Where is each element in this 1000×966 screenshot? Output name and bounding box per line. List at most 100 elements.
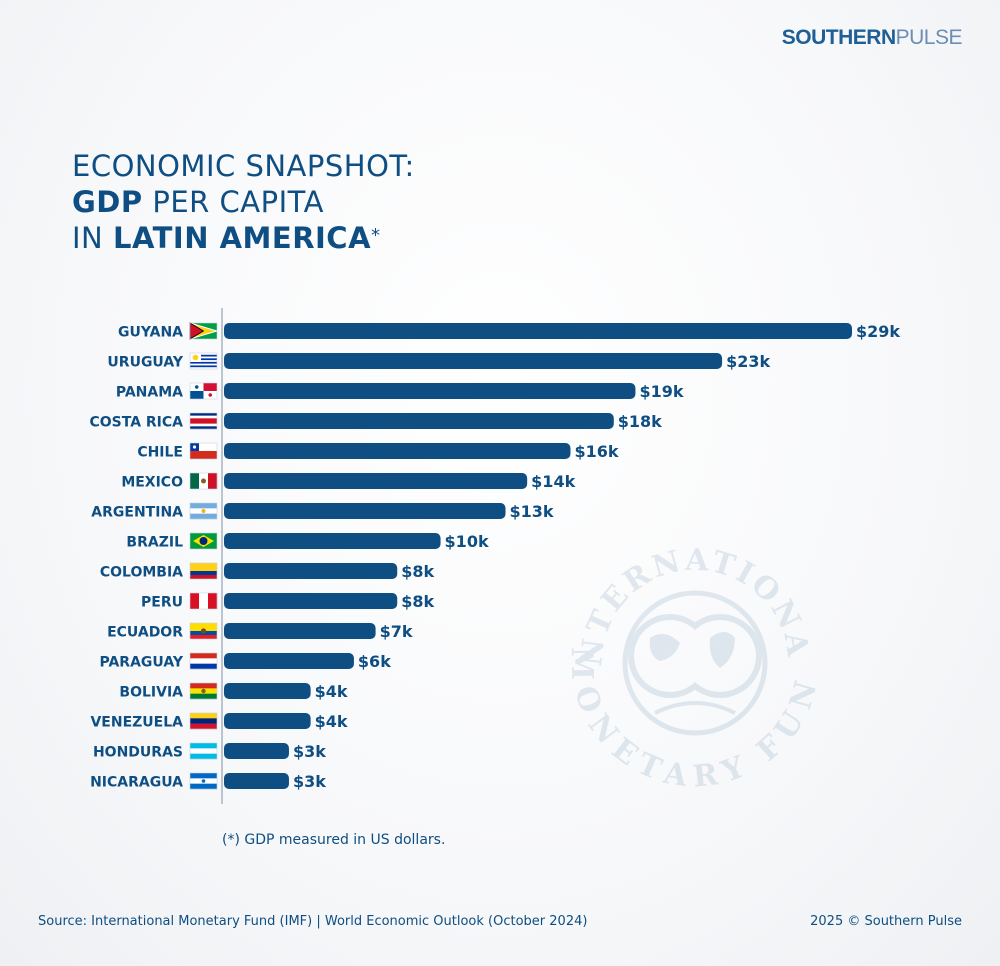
bar [224,413,614,429]
copyright: 2025 © Southern Pulse [810,914,962,929]
brand-part-1: SOUTHERN [781,26,896,49]
bar [224,473,528,489]
value-label: $4k [315,682,348,701]
flag-part [190,367,217,370]
flag-part [201,688,206,694]
flag-border [189,712,218,730]
flag-border [189,472,218,490]
flag-border [189,442,218,460]
flag-border [189,592,218,610]
flag-part [190,418,217,422]
flag-part [190,421,217,424]
nicaragua-flag-icon [189,772,218,790]
bar [224,653,354,669]
flag-border [189,682,218,700]
category-label: GUYANA [118,325,183,341]
flag-part [208,473,218,489]
value-label: $8k [401,562,434,581]
flag-part [190,783,217,790]
flag-part [208,393,213,397]
flag-border [189,562,218,580]
flag-part [190,365,217,368]
flag-border [189,622,218,640]
value-label: $4k [315,712,348,731]
bar [224,593,398,609]
chile-flag-icon [189,442,218,460]
flag-part [199,593,209,609]
flag-part [190,623,217,631]
bar [224,323,852,339]
brand-logo: SOUTHERN PULSE [781,26,963,50]
flag-border [189,772,218,790]
category-label: ECUADOR [107,625,183,641]
flag-part [201,509,206,513]
flag-part [190,693,217,700]
value-label: $13k [510,502,554,521]
flag-border [189,352,218,370]
flag-part [201,779,206,783]
flag-part [190,773,217,779]
source-note: Source: International Monetary Fund (IMF… [38,914,588,929]
flag-part [194,385,199,389]
value-label: $19k [639,382,683,401]
flag-part [190,413,217,416]
bar [224,623,376,639]
category-label: CHILE [137,445,183,461]
page-title: ECONOMIC SNAPSHOT: GDP PER CAPITA IN LAT… [72,148,415,256]
value-label: $7k [380,622,413,641]
value-label: $3k [293,742,326,761]
flag-part [190,473,200,489]
title-line-2-rest: PER CAPITA [142,185,324,219]
flag-part [190,354,217,357]
bar [224,353,723,369]
flag-part [190,658,217,664]
flag-part [208,593,218,609]
flag-part [192,445,197,449]
bar [224,713,311,729]
flag-border [189,382,218,400]
flag-part [190,356,217,359]
value-label: $14k [531,472,575,491]
flag-part [190,503,217,509]
category-label: BOLIVIA [119,685,183,701]
footnote: (*) GDP measured in US dollars. [222,832,446,848]
flag-part [190,743,217,749]
category-label: BRAZIL [126,535,183,551]
category-label: MEXICO [121,475,183,491]
flag-part [190,683,217,689]
bar [224,533,441,549]
flag-part [190,363,217,366]
category-label: PERU [141,595,183,611]
flag-part [190,451,217,459]
flag-part [190,753,217,760]
title-asterisk: * [371,225,381,246]
flag-part [190,593,200,609]
flag-border [189,322,218,340]
value-label: $8k [401,592,434,611]
costa-rica-flag-icon [189,412,218,430]
flag-border [189,412,218,430]
flag-part [192,354,199,361]
category-label: URUGUAY [107,355,183,371]
panama-flag-icon [189,382,218,400]
brazil-flag-icon [189,532,218,550]
flag-border [189,502,218,520]
flag-part [190,513,217,520]
bar [224,683,311,699]
flag-part [190,653,217,659]
value-label: $23k [726,352,770,371]
flag-border [189,742,218,760]
peru-flag-icon [189,592,218,610]
flag-part [190,360,217,363]
category-label: ARGENTINA [91,505,183,521]
flag-part [190,415,217,419]
bar [224,773,289,789]
flag-part [190,571,217,575]
flag-part [190,718,217,724]
flag-part [190,423,217,427]
ecuador-flag-icon [189,622,218,640]
title-line-2-bold: GDP [72,185,143,219]
title-line-1: ECONOMIC SNAPSHOT: [72,149,415,183]
flag-part [190,575,217,579]
flag-part [190,358,217,361]
